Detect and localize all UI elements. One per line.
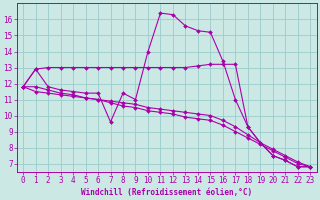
X-axis label: Windchill (Refroidissement éolien,°C): Windchill (Refroidissement éolien,°C) (81, 188, 252, 197)
